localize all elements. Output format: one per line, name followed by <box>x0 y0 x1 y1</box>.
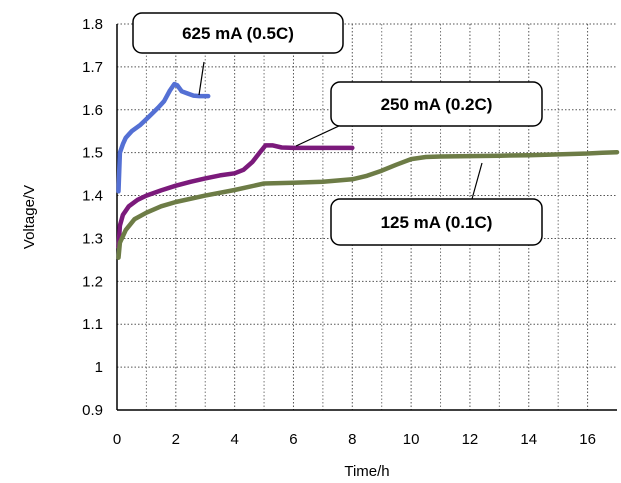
callouts: 625 mA (0.5C) 250 mA (0.2C) 125 mA (0.1C) <box>132 12 543 246</box>
callout-label: 250 mA (0.2C) <box>381 95 493 114</box>
x-tick-label: 8 <box>348 431 356 448</box>
y-tick-label: 1 <box>95 359 103 376</box>
callout-leader <box>471 162 483 200</box>
tick-labels: 0 2 4 6 8 10 12 14 16 0.9 1 1.1 1.2 1.3 1.4 1.5 1.6 1.7 1.… <box>82 16 596 448</box>
callout-box <box>330 81 543 127</box>
callout-box <box>132 12 344 54</box>
y-tick-label: 1.6 <box>82 102 103 119</box>
y-tick-label: 0.9 <box>82 402 103 419</box>
x-tick-label: 4 <box>230 431 238 448</box>
y-tick-label: 1.5 <box>82 145 103 162</box>
series-line-2 <box>116 149 620 260</box>
series-line-1 <box>116 143 355 250</box>
x-tick-label: 2 <box>172 431 180 448</box>
y-tick-label: 1.8 <box>82 16 103 33</box>
x-tick-label: 12 <box>462 431 479 448</box>
y-tick-label: 1.7 <box>82 59 103 76</box>
x-tick-label: 6 <box>289 431 297 448</box>
y-tick-label: 1.2 <box>82 273 103 290</box>
callout-box <box>330 198 543 246</box>
y-tick-label: 1.1 <box>82 316 103 333</box>
x-axis-title: Time/h <box>344 463 389 480</box>
series-line-0 <box>116 81 211 194</box>
y-tick-label: 1.4 <box>82 188 103 205</box>
y-axis-title: Voltage/V <box>21 185 38 249</box>
series-layer <box>116 24 620 411</box>
x-tick-label: 0 <box>113 431 121 448</box>
callout-label: 125 mA (0.1C) <box>381 213 493 232</box>
x-tick-label: 10 <box>403 431 420 448</box>
y-tick-label: 1.3 <box>82 230 103 247</box>
callout-label: 625 mA (0.5C) <box>182 24 294 43</box>
x-tick-label: 16 <box>579 431 596 448</box>
x-tick-label: 14 <box>520 431 537 448</box>
callout-leader <box>198 61 205 96</box>
